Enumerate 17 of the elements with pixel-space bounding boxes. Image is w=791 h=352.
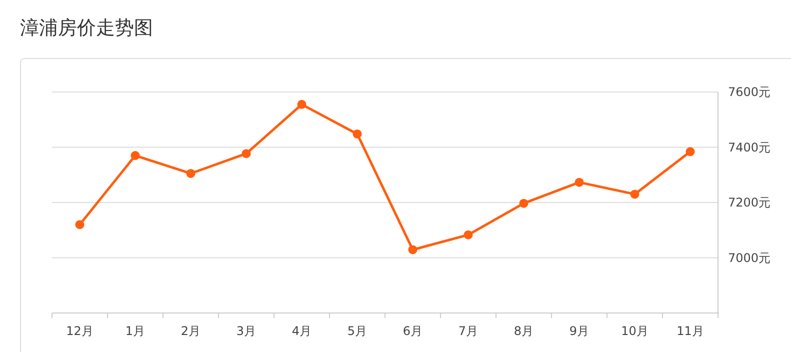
xtick: 8月 (514, 324, 534, 338)
xtick: 3月 (236, 324, 256, 338)
ytick: 7200元 (728, 196, 771, 210)
xtick: 2月 (180, 324, 201, 338)
xtick: 10月 (621, 324, 648, 338)
ytick: 7400元 (728, 140, 771, 154)
xtick: 7月 (458, 324, 478, 338)
xtick: 9月 (569, 324, 590, 338)
xtick: 11月 (676, 324, 704, 338)
xtick: 4月 (292, 324, 312, 338)
ytick: 7000元 (728, 250, 771, 265)
xtick: 6月 (402, 324, 423, 338)
xtick: 5月 (347, 324, 368, 338)
title: 漳浦房价走势图 (20, 17, 153, 39)
xtick: 1月 (125, 324, 146, 338)
xtick: 12月 (66, 324, 94, 338)
ytick: 7600元 (728, 85, 771, 99)
